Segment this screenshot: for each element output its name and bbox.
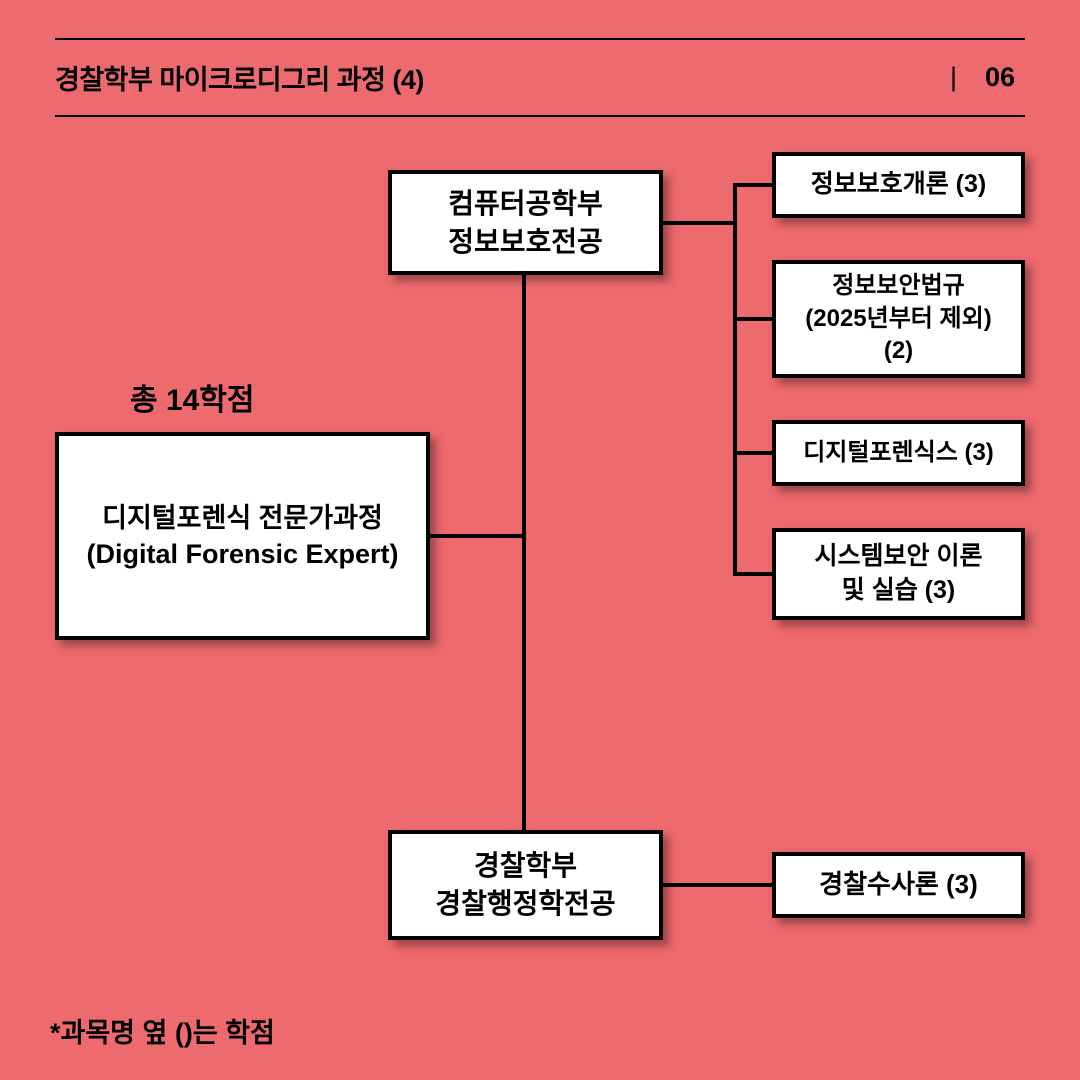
dept1-line1: 컴퓨터공학부 <box>448 185 603 223</box>
total-credits-label: 총 14학점 <box>130 375 255 419</box>
dept-node-police-admin: 경찰학부 경찰행정학전공 <box>388 830 663 940</box>
course-node-police-investigation: 경찰수사론 (3) <box>772 852 1025 918</box>
edge-line <box>430 534 524 538</box>
edge-line <box>733 317 773 321</box>
course2-line1: 정보보안법규 <box>832 270 964 302</box>
course2-line3: (2) <box>884 335 913 367</box>
course-node-digital-forensics: 디지털포렌식스 (3) <box>772 420 1025 486</box>
course2-line2: (2025년부터 제외) <box>805 303 991 335</box>
edge-line <box>733 572 773 576</box>
course-node-system-security: 시스템보안 이론 및 실습 (3) <box>772 528 1025 620</box>
course3-text: 디지털포렌식스 (3) <box>803 437 994 469</box>
edge-line <box>733 451 773 455</box>
course4-line2: 및 실습 (3) <box>842 574 955 608</box>
dept2-line1: 경찰학부 <box>474 847 577 885</box>
edge-line <box>663 883 773 887</box>
root-node-line1: 디지털포렌식 전문가과정 <box>102 500 383 536</box>
page-number: 06 <box>950 62 1025 93</box>
course-node-info-security-intro: 정보보호개론 (3) <box>772 152 1025 218</box>
page-title: 경찰학부 마이크로디그리 과정 (4) <box>55 58 424 97</box>
course5-text: 경찰수사론 (3) <box>819 867 978 902</box>
page-header: 경찰학부 마이크로디그리 과정 (4) 06 <box>55 38 1025 117</box>
dept2-line2: 경찰행정학전공 <box>435 885 615 923</box>
edge-line <box>663 221 735 225</box>
root-node-line2: (Digital Forensic Expert) <box>86 536 398 572</box>
edge-line <box>733 183 737 576</box>
course1-text: 정보보호개론 (3) <box>811 168 987 202</box>
course4-line1: 시스템보안 이론 <box>815 540 983 574</box>
edge-line <box>522 275 526 831</box>
dept-node-computer-engineering: 컴퓨터공학부 정보보호전공 <box>388 170 663 275</box>
edge-line <box>733 183 773 187</box>
dept1-line2: 정보보호전공 <box>448 223 603 261</box>
root-node-digital-forensic-expert: 디지털포렌식 전문가과정 (Digital Forensic Expert) <box>55 432 430 640</box>
course-node-info-security-law: 정보보안법규 (2025년부터 제외) (2) <box>772 260 1025 378</box>
footnote: *과목명 옆 ()는 학점 <box>50 1011 275 1050</box>
